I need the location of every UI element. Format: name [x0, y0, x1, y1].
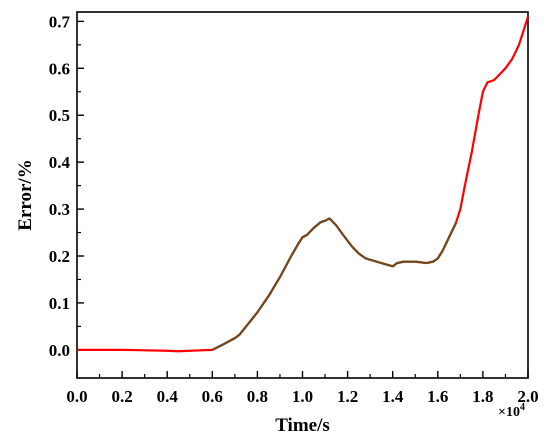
x-axis-multiplier-base: ×10 [498, 405, 520, 420]
x-axis-ticks: 0.0 0.2 0.4 0.6 0.8 1.0 1.2 1.4 1.6 1.8 2.0 [66, 371, 539, 406]
x-tick-label: 1.6 [427, 387, 448, 406]
series-line-dark [211, 217, 457, 351]
y-tick-label: 0.7 [49, 12, 71, 31]
y-axis-title: Error/% [15, 159, 36, 230]
series-layer [77, 16, 530, 353]
plot-border [76, 11, 529, 379]
x-axis-multiplier-exponent: 4 [520, 402, 525, 413]
x-tick-label: 0.2 [111, 387, 132, 406]
y-tick-label: 0.2 [49, 247, 70, 266]
x-tick-label: 0.8 [247, 387, 268, 406]
plot-frame [76, 11, 529, 379]
x-tick-label: 1.8 [472, 387, 493, 406]
x-axis-title: Time/s [275, 415, 330, 436]
y-tick-label: 0.0 [49, 341, 70, 360]
y-tick-label: 0.3 [49, 200, 70, 219]
y-axis-ticks: 0.0 0.1 0.2 0.3 0.4 0.5 0.6 0.7 [49, 12, 84, 360]
x-tick-label: 1.2 [337, 387, 358, 406]
series-line-red [77, 16, 530, 353]
y-tick-label: 0.5 [49, 106, 70, 125]
x-tick-label: 1.0 [292, 387, 313, 406]
y-tick-label: 0.1 [49, 294, 70, 313]
x-axis-multiplier: ×104 [498, 402, 525, 420]
x-tick-label: 1.4 [382, 387, 404, 406]
x-tick-label: 0.0 [66, 387, 87, 406]
y-tick-label: 0.6 [49, 59, 70, 78]
y-tick-label: 0.4 [49, 153, 71, 172]
x-tick-label: 2.0 [517, 387, 538, 406]
x-tick-label: 0.6 [202, 387, 223, 406]
x-tick-label: 0.4 [157, 387, 179, 406]
